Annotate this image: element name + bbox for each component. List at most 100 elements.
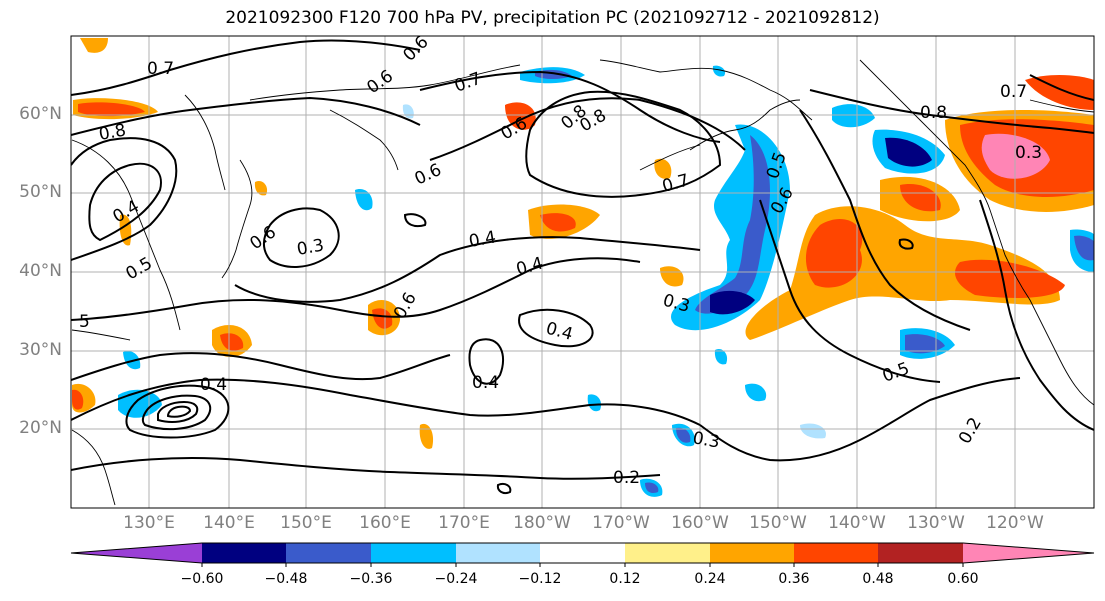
- contour-0.7-north: [71, 39, 421, 96]
- contour-label: 0.3: [295, 236, 325, 260]
- pos-region-11: [540, 213, 576, 232]
- neg-region-3: [710, 290, 755, 315]
- neg-region-24: [714, 348, 728, 365]
- neg-region-20: [587, 394, 602, 412]
- neg-region-21: [745, 383, 767, 402]
- colorbar-tick-label: −0.36: [349, 571, 393, 587]
- lat-label-20n: 20°N: [19, 418, 62, 438]
- colorbar-segment: [794, 543, 878, 563]
- contour-typhoon-3: [157, 400, 199, 423]
- pos-region-18: [80, 38, 108, 53]
- colorbar-tick-label: 0.36: [778, 571, 810, 587]
- precipitation-shading: [72, 38, 1094, 497]
- neg-region-15: [355, 189, 373, 211]
- contour-0.8-center: [525, 90, 722, 198]
- contour-label: 0.4: [467, 228, 497, 252]
- colorbar-tick-label: −0.24: [434, 571, 478, 587]
- lon-label-170w: 170°W: [592, 513, 650, 533]
- pos-region-9: [1025, 75, 1094, 110]
- contour-0.3-south: [71, 378, 701, 426]
- contour-0.4-japan: [263, 207, 340, 268]
- neg-region-17: [676, 427, 691, 443]
- neg-region-6: [885, 137, 932, 167]
- colorbar-tick-label: 0.48: [862, 571, 894, 587]
- lat-label-50n: 50°N: [19, 182, 62, 202]
- contour-0.6-mid: [429, 97, 746, 161]
- colorbar-segment: [878, 543, 963, 563]
- colorbar-tick-label: −0.12: [518, 571, 562, 587]
- coastlines: [71, 59, 1094, 506]
- neg-region-14: [123, 350, 141, 370]
- pos-region-15: [220, 333, 244, 351]
- colorbar-segment: [540, 543, 625, 563]
- lon-label-150e: 150°E: [280, 513, 332, 533]
- contour-label: 0.3: [1015, 143, 1042, 163]
- pos-region-2: [805, 219, 863, 288]
- colorbar-segment: [625, 543, 710, 563]
- lat-label-60n: 60°N: [19, 104, 62, 124]
- contour-0.8-north: [71, 96, 421, 136]
- contour-0.5-east: [759, 199, 941, 383]
- neg-region-22: [800, 423, 826, 439]
- contour-label: 0.7: [147, 59, 174, 79]
- contour-0.2-east: [699, 377, 1021, 462]
- contour-0.2-south: [71, 457, 661, 480]
- neg-region-23: [712, 65, 726, 77]
- contour-label: 0.2: [613, 468, 640, 488]
- neg-region-4: [832, 104, 875, 128]
- pos-region-22: [660, 266, 684, 287]
- chart-title: 2021092300 F120 700 hPa PV, precipitatio…: [225, 8, 880, 28]
- colorbar-tick-label: 0.12: [609, 571, 641, 587]
- contour-0.8-east: [809, 89, 1094, 134]
- coast-korea-japan: [221, 159, 253, 279]
- coast-aleutians: [639, 144, 701, 171]
- contour-label: 0.7: [1000, 82, 1027, 102]
- colorbar-segment: [456, 543, 540, 563]
- lat-label-30n: 30°N: [19, 340, 62, 360]
- coast-south-china: [71, 329, 131, 341]
- contour-0.4-south: [71, 352, 451, 381]
- pos-region-7: [981, 133, 1050, 179]
- contour-0.4-a: [468, 338, 505, 385]
- contour-0.6-east: [799, 109, 971, 331]
- colorbar: [70, 542, 1095, 567]
- pos-region-20: [72, 389, 84, 410]
- colorbar-segment: [963, 543, 1094, 563]
- contour-0.5-west: [71, 137, 178, 261]
- colorbar-segment: [71, 543, 202, 563]
- pos-region-4: [900, 184, 941, 212]
- gridlines: [71, 36, 1094, 508]
- coast-alaska-south: [689, 99, 801, 151]
- contour-small-ring-2: [403, 213, 427, 228]
- colorbar-segment: [710, 543, 794, 563]
- contour-0.4-west: [88, 162, 162, 242]
- coast-north-america-west: [859, 59, 1094, 406]
- lon-label-160w: 160°W: [671, 513, 729, 533]
- contour-label: 0.3: [691, 428, 721, 452]
- contour-small-ring: [898, 238, 914, 250]
- neg-region-8: [905, 334, 945, 354]
- lon-label-180w: 180°W: [513, 513, 571, 533]
- coast-alaska-north: [599, 59, 813, 121]
- lon-label-150w: 150°W: [749, 513, 807, 533]
- lon-label-160e: 160°E: [359, 513, 411, 533]
- colorbar-segment: [286, 543, 371, 563]
- pos-region-17: [78, 102, 145, 117]
- contour-label: 5: [79, 312, 90, 332]
- contour-0.6-typhoon-outer: [125, 384, 230, 439]
- colorbar-tick-label: 0.60: [947, 571, 979, 587]
- coast-asia-east: [71, 139, 181, 331]
- pos-region-13: [372, 308, 393, 329]
- lat-label-40n: 40°N: [19, 261, 62, 281]
- lon-label-170e: 170°E: [438, 513, 490, 533]
- pos-region-8: [955, 259, 1065, 298]
- contour-0.2-east2: [979, 199, 1094, 431]
- contour-label: 0.8: [920, 103, 947, 123]
- contour-0.3-a: [518, 308, 594, 348]
- lon-label-140w: 140°W: [828, 513, 886, 533]
- coast-siberia: [329, 109, 399, 171]
- map-frame: [70, 35, 1095, 509]
- neg-region-10: [1074, 235, 1094, 261]
- contour-0.5-south: [71, 257, 641, 321]
- coast-canada-east: [1029, 99, 1094, 113]
